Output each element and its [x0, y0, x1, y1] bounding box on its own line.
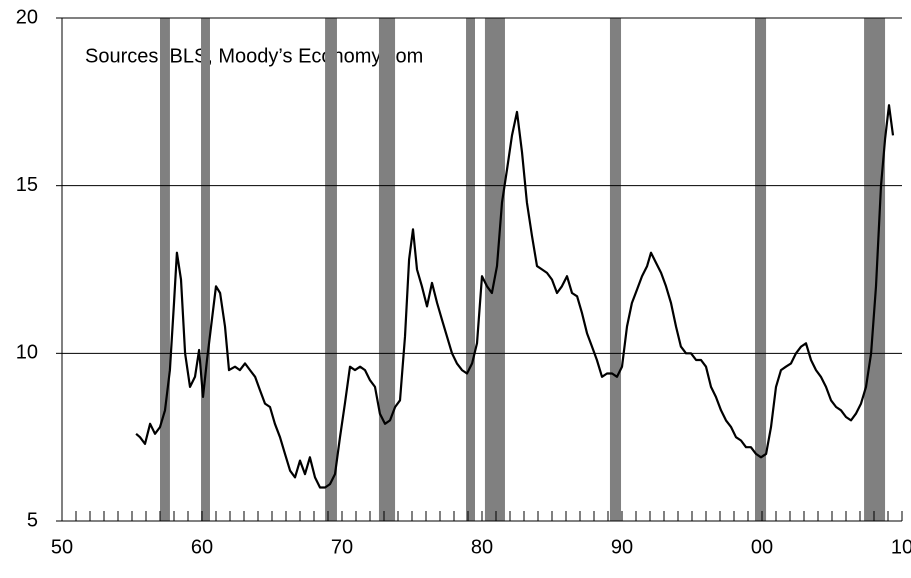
recession-band — [755, 18, 767, 521]
x-tick-label: 60 — [191, 536, 213, 558]
y-tick-label: 20 — [16, 6, 38, 28]
recession-band — [325, 18, 337, 521]
y-tick-label: 15 — [16, 174, 38, 196]
x-tick-label: 10 — [891, 536, 911, 558]
x-tick-label: 70 — [331, 536, 353, 558]
x-tick-label: 80 — [471, 536, 493, 558]
data-line — [135, 104, 895, 489]
recession-band — [378, 18, 396, 521]
y-tick-label: 5 — [27, 509, 38, 531]
recession-band — [160, 18, 170, 521]
recession-band — [201, 18, 210, 521]
recession-band — [466, 18, 475, 521]
x-tick-label: 90 — [611, 536, 633, 558]
recession-band — [484, 18, 505, 521]
x-tick-label: 50 — [51, 536, 73, 558]
y-tick-label: 10 — [16, 342, 38, 364]
recession-band — [609, 18, 622, 521]
annotation: Sources: BLS, Moody’s Economy.com — [85, 45, 423, 67]
recession-band — [864, 18, 886, 521]
x-tick-label: 00 — [751, 536, 773, 558]
